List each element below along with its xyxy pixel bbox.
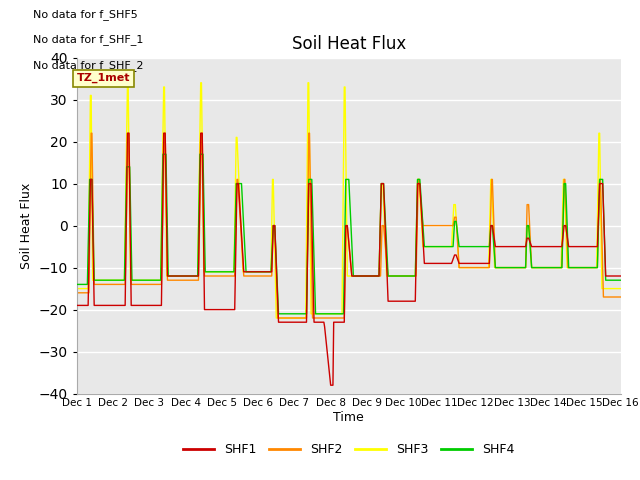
X-axis label: Time: Time bbox=[333, 411, 364, 424]
Text: TZ_1met: TZ_1met bbox=[77, 73, 131, 84]
Text: No data for f_SHF_2: No data for f_SHF_2 bbox=[33, 60, 144, 71]
Title: Soil Heat Flux: Soil Heat Flux bbox=[292, 35, 406, 53]
Y-axis label: Soil Heat Flux: Soil Heat Flux bbox=[20, 182, 33, 269]
Legend: SHF1, SHF2, SHF3, SHF4: SHF1, SHF2, SHF3, SHF4 bbox=[178, 438, 520, 461]
Text: No data for f_SHF5: No data for f_SHF5 bbox=[33, 9, 138, 20]
Text: No data for f_SHF_1: No data for f_SHF_1 bbox=[33, 35, 143, 46]
